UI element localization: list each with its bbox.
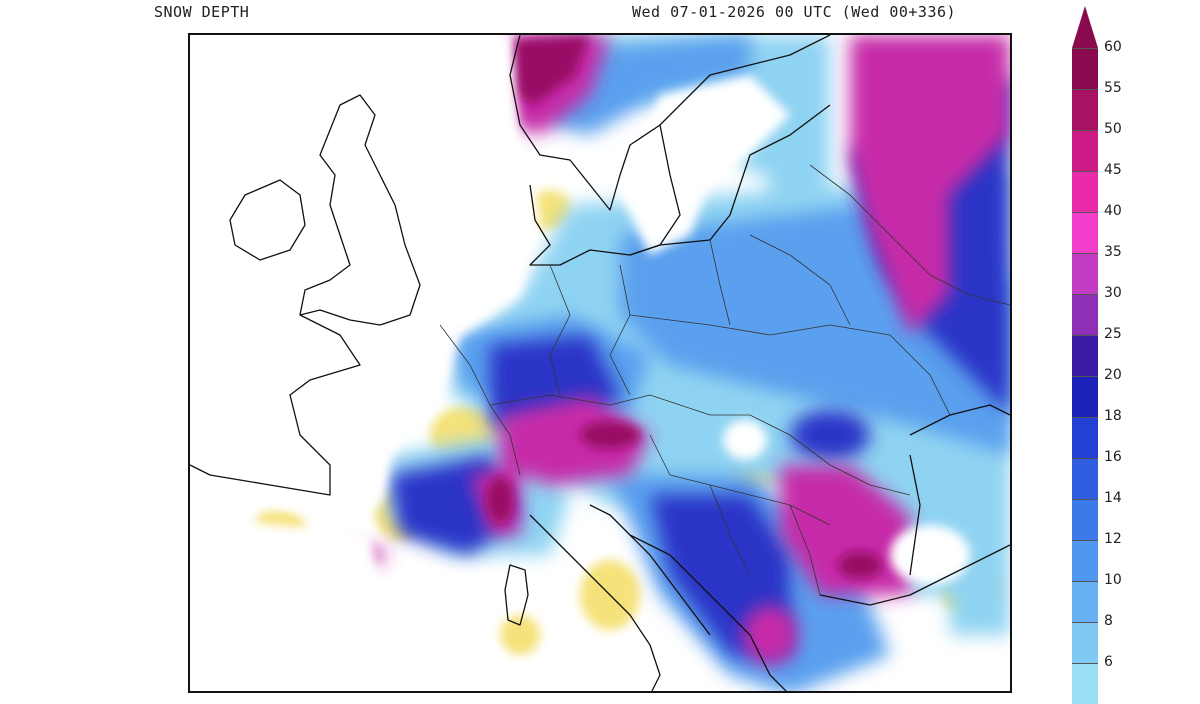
colorbar-segment [1072, 458, 1098, 499]
snow-free-area [190, 35, 970, 691]
colorbar-tick-label: 20 [1104, 367, 1122, 383]
colorbar-segment [1072, 335, 1098, 376]
map-canvas [190, 35, 1010, 691]
colorbar-segment [1072, 663, 1098, 704]
valid-time-label: Wed 07-01-2026 00 UTC (Wed 00+336) [632, 3, 957, 21]
colorbar-segment [1072, 48, 1098, 89]
colorbar-tick-label: 6 [1104, 654, 1113, 670]
peak-snow-area [486, 35, 882, 579]
colorbar-segment [1072, 294, 1098, 335]
colorbar-segment [1072, 581, 1098, 622]
colorbar-segment [1072, 499, 1098, 540]
colorbar [1072, 48, 1098, 704]
colorbar-max-arrow [1072, 6, 1098, 48]
colorbar-tick-label: 35 [1104, 244, 1122, 260]
colorbar-tick-label: 45 [1104, 162, 1122, 178]
country-borders [439, 164, 1010, 596]
snow-depth-map [188, 33, 1012, 693]
colorbar-tick-label: 8 [1104, 613, 1113, 629]
colorbar-segment [1072, 212, 1098, 253]
colorbar-tick-label: 12 [1104, 531, 1122, 547]
colorbar-segment [1072, 540, 1098, 581]
colorbar-tick-label: 16 [1104, 449, 1122, 465]
colorbar-segment [1072, 171, 1098, 212]
colorbar-tick-label: 18 [1104, 408, 1122, 424]
colorbar-segment [1072, 89, 1098, 130]
map-title: SNOW DEPTH [154, 3, 250, 21]
colorbar-tick-label: 25 [1104, 326, 1122, 342]
colorbar-tick-label: 30 [1104, 285, 1122, 301]
colorbar-segment [1072, 253, 1098, 294]
snow-field [190, 35, 1010, 691]
colorbar-segment [1072, 376, 1098, 417]
colorbar-segment [1072, 130, 1098, 171]
colorbar-tick-label: 55 [1104, 80, 1122, 96]
colorbar-tick-label: 40 [1104, 203, 1122, 219]
colorbar-segment [1072, 417, 1098, 458]
colorbar-segment [1072, 622, 1098, 663]
colorbar-tick-label: 14 [1104, 490, 1122, 506]
colorbar-tick-label: 10 [1104, 572, 1122, 588]
colorbar-tick-label: 60 [1104, 39, 1122, 55]
colorbar-tick-label: 50 [1104, 121, 1122, 137]
